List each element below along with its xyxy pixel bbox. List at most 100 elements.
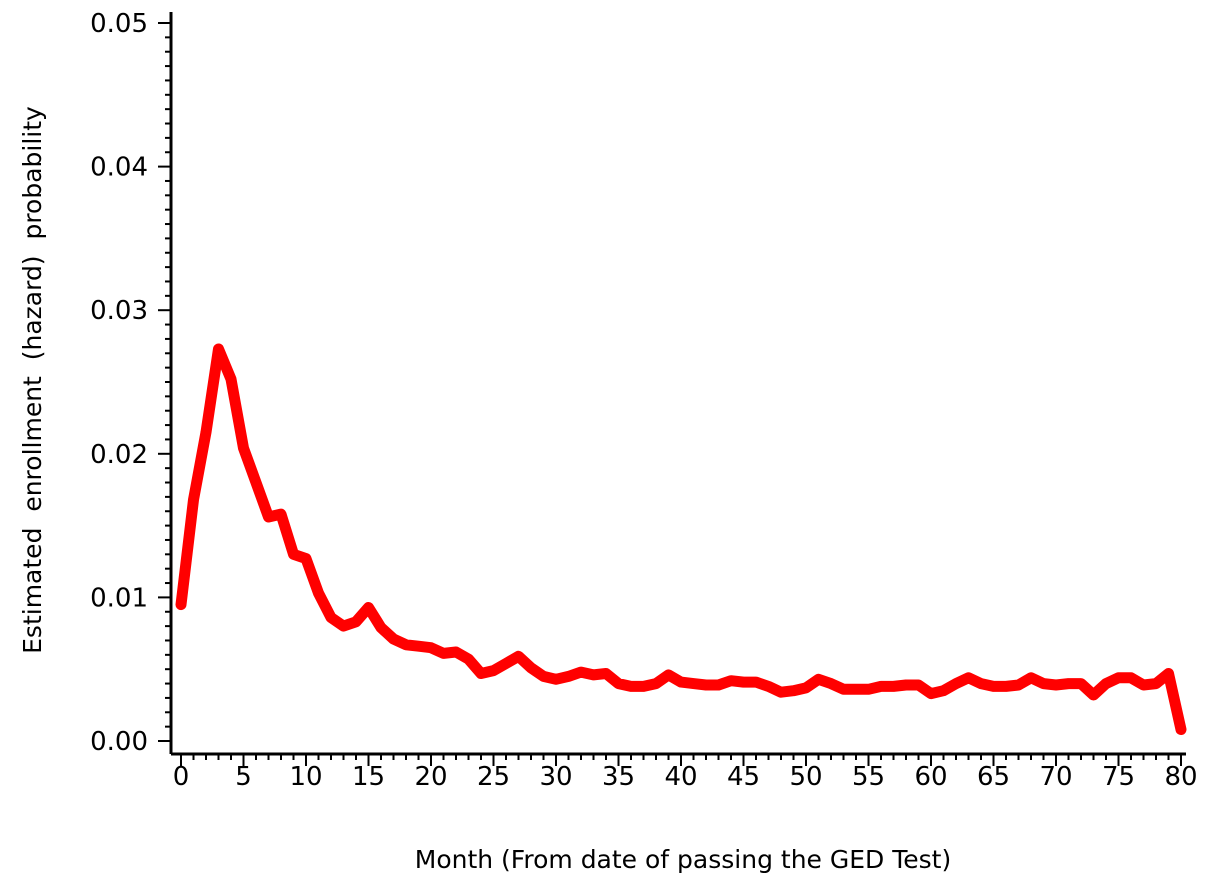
data-point	[251, 478, 261, 488]
data-point	[914, 680, 924, 690]
x-tick-label: 15	[352, 762, 385, 792]
data-point	[1051, 680, 1061, 690]
series-line	[175, 343, 1187, 735]
x-tick-label: 65	[977, 762, 1010, 792]
data-point	[326, 613, 336, 623]
data-point	[926, 689, 936, 699]
data-point	[439, 648, 449, 658]
x-tick-label: 75	[1102, 762, 1135, 792]
data-point	[839, 684, 849, 694]
data-point	[364, 603, 374, 613]
data-point	[801, 683, 811, 693]
y-tick-label: 0.02	[90, 440, 148, 470]
data-point	[501, 659, 511, 669]
data-point	[476, 669, 486, 679]
data-point	[714, 680, 724, 690]
data-point	[551, 674, 561, 684]
data-point	[276, 509, 286, 519]
data-point	[1101, 679, 1111, 689]
x-tick-label: 35	[602, 762, 635, 792]
data-point	[1139, 680, 1149, 690]
data-point	[851, 684, 861, 694]
axes	[169, 12, 1186, 756]
data-point	[539, 671, 549, 681]
data-point	[789, 686, 799, 696]
data-point	[189, 495, 199, 505]
x-tick-label: 55	[852, 762, 885, 792]
ticks: 0.00 0.01 0.02 0.03 0.04 0.05 0 5 10 15 20 25 30 35 40…	[90, 9, 1197, 792]
data-point	[1126, 673, 1136, 683]
data-point	[739, 677, 749, 687]
data-point	[664, 670, 674, 680]
y-tick-label: 0.01	[90, 583, 148, 613]
data-point	[876, 681, 886, 691]
x-tick-label: 30	[539, 762, 572, 792]
data-point	[964, 673, 974, 683]
data-point	[451, 647, 461, 657]
data-point	[401, 640, 411, 650]
data-point	[226, 374, 236, 384]
data-point	[239, 443, 249, 453]
data-point	[639, 681, 649, 691]
data-point	[514, 651, 524, 661]
data-point	[376, 623, 386, 633]
data-point	[1064, 679, 1074, 689]
data-point	[214, 344, 224, 354]
x-tick-label: 70	[1039, 762, 1072, 792]
data-point	[939, 686, 949, 696]
data-point	[751, 677, 761, 687]
data-point	[1089, 690, 1099, 700]
data-point	[339, 621, 349, 631]
data-point	[864, 684, 874, 694]
y-tick-label: 0.04	[90, 153, 148, 183]
data-point	[1001, 681, 1011, 691]
data-point	[976, 679, 986, 689]
x-tick-label: 10	[289, 762, 322, 792]
x-tick-label: 45	[727, 762, 760, 792]
y-tick-label: 0.03	[90, 296, 148, 326]
data-point	[201, 427, 211, 437]
data-point	[1076, 679, 1086, 689]
data-point	[289, 549, 299, 559]
data-point	[901, 680, 911, 690]
data-point	[764, 681, 774, 691]
data-point	[389, 634, 399, 644]
data-point	[489, 666, 499, 676]
data-point	[1151, 679, 1161, 689]
data-point	[564, 671, 574, 681]
x-tick-label: 0	[173, 762, 190, 792]
x-axis-title: Month (From date of passing the GED Test…	[415, 845, 951, 874]
data-point	[726, 676, 736, 686]
data-point	[951, 679, 961, 689]
y-axis-title: Estimated enrollment (hazard) probabilit…	[18, 106, 47, 654]
data-point	[689, 679, 699, 689]
data-point	[414, 641, 424, 651]
data-point	[651, 679, 661, 689]
y-tick-label: 0.05	[90, 9, 148, 39]
data-point	[676, 677, 686, 687]
data-point	[314, 588, 324, 598]
data-point	[614, 679, 624, 689]
x-tick-label: 20	[414, 762, 447, 792]
data-point	[1026, 673, 1036, 683]
data-point	[301, 554, 311, 564]
data-point	[826, 679, 836, 689]
data-point	[264, 512, 274, 522]
data-point	[351, 617, 361, 627]
data-point	[526, 663, 536, 673]
data-point	[464, 654, 474, 664]
data-point	[1164, 669, 1174, 679]
data-point	[601, 669, 611, 679]
data-point	[426, 643, 436, 653]
x-tick-label: 5	[235, 762, 252, 792]
data-point	[589, 670, 599, 680]
data-point	[576, 667, 586, 677]
x-tick-label: 50	[789, 762, 822, 792]
data-point	[814, 674, 824, 684]
data-point	[889, 681, 899, 691]
data-point	[701, 680, 711, 690]
data-point	[776, 687, 786, 697]
series-layer	[175, 343, 1187, 735]
data-point	[989, 681, 999, 691]
